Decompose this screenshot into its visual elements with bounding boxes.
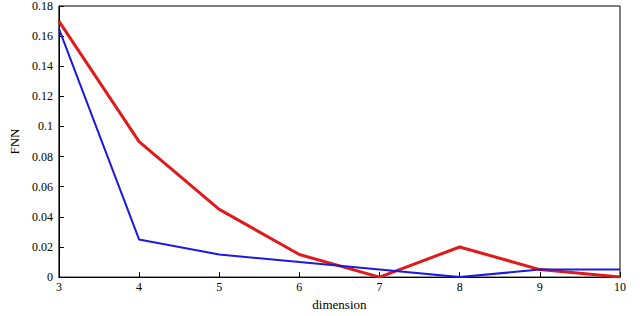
svg-text:4: 4 (136, 280, 142, 294)
svg-text:6: 6 (296, 280, 302, 294)
svg-text:0.04: 0.04 (32, 210, 53, 224)
svg-text:0.1: 0.1 (38, 119, 53, 133)
svg-text:9: 9 (537, 280, 543, 294)
svg-text:FNN: FNN (7, 128, 22, 155)
svg-text:0.02: 0.02 (32, 240, 53, 254)
svg-text:3: 3 (56, 280, 62, 294)
svg-text:0.18: 0.18 (32, 0, 53, 13)
svg-text:0.06: 0.06 (32, 180, 53, 194)
svg-text:0.16: 0.16 (32, 29, 53, 43)
svg-text:5: 5 (216, 280, 222, 294)
svg-text:dimension: dimension (312, 297, 367, 312)
svg-text:0.08: 0.08 (32, 150, 53, 164)
svg-text:7: 7 (377, 280, 383, 294)
svg-text:8: 8 (457, 280, 463, 294)
svg-text:0: 0 (47, 270, 53, 284)
svg-text:0.14: 0.14 (32, 59, 53, 73)
svg-text:10: 10 (614, 280, 626, 294)
svg-text:0.12: 0.12 (32, 89, 53, 103)
